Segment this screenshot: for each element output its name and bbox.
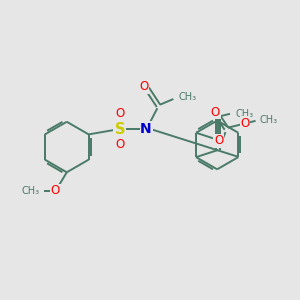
Text: O: O [115, 107, 124, 120]
Text: O: O [211, 106, 220, 119]
Text: S: S [115, 122, 125, 136]
Text: CH₃: CH₃ [178, 92, 196, 102]
Text: N: N [140, 122, 152, 136]
Text: O: O [240, 117, 250, 130]
Text: O: O [51, 184, 60, 197]
Text: CH₃: CH₃ [235, 109, 253, 119]
Text: O: O [214, 134, 223, 147]
Text: CH₃: CH₃ [21, 186, 39, 196]
Text: CH₃: CH₃ [260, 115, 278, 125]
Text: O: O [140, 80, 149, 93]
Text: O: O [115, 138, 124, 151]
